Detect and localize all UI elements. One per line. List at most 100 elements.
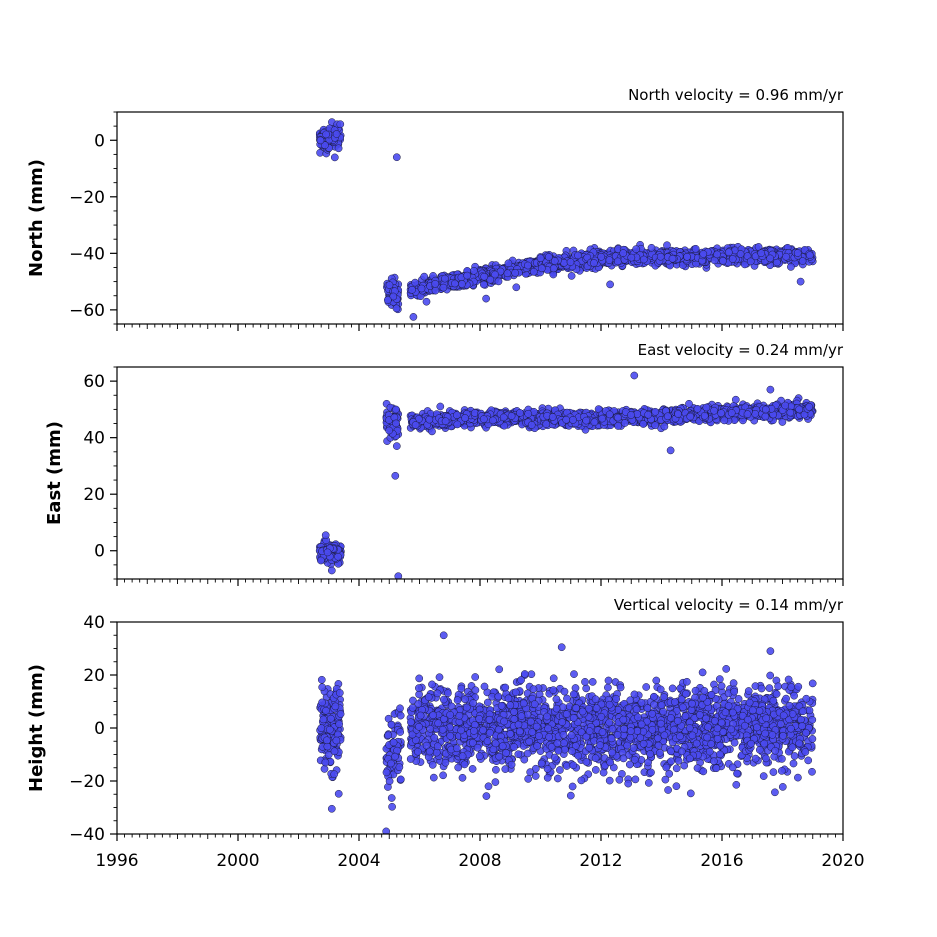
north-data-point <box>330 153 339 162</box>
north-data-point <box>439 283 448 292</box>
east-data-point <box>651 421 660 430</box>
north-data-point <box>334 144 343 153</box>
north-data-point <box>504 259 513 268</box>
north-points <box>315 118 817 321</box>
east-data-point <box>516 409 524 417</box>
height-data-point <box>384 731 393 740</box>
north-data-point <box>431 286 440 295</box>
height-data-point <box>766 671 775 680</box>
east-data-point <box>627 411 635 419</box>
east-data-point <box>394 572 403 579</box>
north-data-point <box>805 251 814 260</box>
height-data-point <box>335 689 344 697</box>
north-data-point <box>491 270 499 279</box>
east-data-point <box>453 420 462 429</box>
east-data-point <box>453 411 461 419</box>
north-data-point <box>537 264 546 273</box>
east-data-point <box>411 421 420 429</box>
east-data-point <box>702 403 711 412</box>
height-data-point <box>647 768 655 777</box>
north-data-point <box>619 249 628 257</box>
north-data-point <box>411 278 419 287</box>
north-data-point <box>691 244 700 253</box>
east-data-point <box>605 410 614 419</box>
north-data-point <box>458 280 466 288</box>
height-data-point <box>330 747 339 756</box>
north-data-point <box>463 271 472 280</box>
east-data-point <box>489 416 497 425</box>
north-data-point <box>524 261 532 270</box>
north-data-point <box>486 275 495 284</box>
height-data-point <box>335 720 344 728</box>
height-data-point <box>631 775 640 784</box>
north-plot-frame <box>116 111 844 325</box>
east-data-point <box>639 420 648 428</box>
height-data-point <box>644 779 653 787</box>
east-data-point <box>651 407 660 416</box>
north-data-point <box>647 243 656 252</box>
east-data-point <box>674 410 682 418</box>
east-data-point <box>761 412 770 421</box>
east-data-point <box>334 552 342 561</box>
height-data-point <box>492 765 500 774</box>
north-data-point <box>550 257 559 265</box>
east-data-point <box>717 409 725 417</box>
north-velocity-title: North velocity = 0.96 mm/yr <box>628 86 844 104</box>
east-data-point <box>590 418 599 427</box>
north-data-point <box>392 153 401 162</box>
north-data-point <box>639 255 648 264</box>
east-y-tick-label: 0 <box>94 542 105 562</box>
north-data-point <box>321 141 329 150</box>
east-data-point <box>461 414 469 422</box>
east-data-point <box>524 409 533 418</box>
east-data-point <box>660 422 669 431</box>
north-data-point <box>798 257 807 265</box>
north-data-point <box>782 252 790 261</box>
north-data-point <box>632 245 640 253</box>
east-data-point <box>569 416 577 424</box>
height-data-point <box>574 751 583 760</box>
east-data-point <box>598 414 606 423</box>
height-data-point <box>693 764 702 772</box>
north-data-point <box>793 249 802 257</box>
north-data-point <box>719 257 727 265</box>
north-data-point <box>422 297 431 306</box>
north-data-point <box>567 272 576 280</box>
east-data-point <box>805 403 814 411</box>
east-data-point <box>392 405 400 414</box>
height-data-point <box>326 714 335 723</box>
height-data-point <box>698 668 707 677</box>
north-data-point <box>683 252 691 261</box>
height-data-point <box>665 769 674 778</box>
height-data-point <box>396 704 404 713</box>
north-data-point <box>470 266 478 275</box>
east-data-point <box>392 419 400 428</box>
north-y-tick-label: −20 <box>69 188 105 208</box>
height-data-point <box>334 789 343 798</box>
east-data-point <box>686 412 695 421</box>
north-data-point <box>668 254 677 263</box>
height-data-point <box>331 702 340 711</box>
east-data-point <box>685 399 693 408</box>
height-data-point <box>769 768 778 776</box>
height-data-point <box>569 761 578 770</box>
east-data-point <box>766 385 775 394</box>
north-data-point <box>566 258 575 266</box>
north-data-point <box>385 281 394 289</box>
east-data-point <box>327 566 336 575</box>
height-data-point <box>325 725 334 734</box>
height-data-point <box>382 768 391 777</box>
north-data-point <box>441 274 449 283</box>
north-data-point <box>574 251 582 260</box>
height-data-point <box>322 706 330 715</box>
height-data-point <box>804 756 813 765</box>
north-data-point <box>336 120 345 129</box>
east-velocity-title: East velocity = 0.24 mm/yr <box>638 341 844 359</box>
north-data-point <box>796 277 805 286</box>
north-data-point <box>420 272 429 281</box>
north-data-point <box>480 272 489 281</box>
north-data-point <box>766 254 774 263</box>
east-data-point <box>630 371 639 380</box>
